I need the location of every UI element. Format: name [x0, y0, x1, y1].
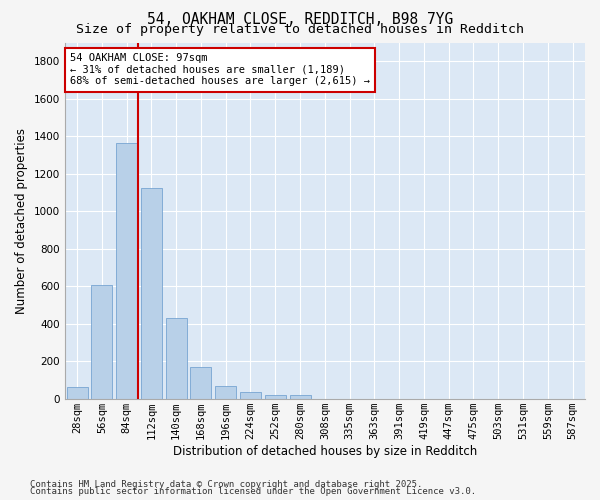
Bar: [265, 395, 286, 398]
Bar: [91, 286, 112, 399]
Bar: [290, 395, 311, 398]
Bar: [141, 188, 162, 398]
Text: 54, OAKHAM CLOSE, REDDITCH, B98 7YG: 54, OAKHAM CLOSE, REDDITCH, B98 7YG: [147, 12, 453, 28]
Bar: [116, 143, 137, 399]
Bar: [240, 392, 261, 398]
X-axis label: Distribution of detached houses by size in Redditch: Distribution of detached houses by size …: [173, 444, 477, 458]
Bar: [215, 386, 236, 398]
Bar: [166, 318, 187, 398]
Bar: [190, 367, 211, 398]
Text: 54 OAKHAM CLOSE: 97sqm
← 31% of detached houses are smaller (1,189)
68% of semi-: 54 OAKHAM CLOSE: 97sqm ← 31% of detached…: [70, 53, 370, 86]
Bar: [67, 388, 88, 398]
Text: Contains HM Land Registry data © Crown copyright and database right 2025.: Contains HM Land Registry data © Crown c…: [30, 480, 422, 489]
Y-axis label: Number of detached properties: Number of detached properties: [15, 128, 28, 314]
Text: Contains public sector information licensed under the Open Government Licence v3: Contains public sector information licen…: [30, 487, 476, 496]
Text: Size of property relative to detached houses in Redditch: Size of property relative to detached ho…: [76, 22, 524, 36]
